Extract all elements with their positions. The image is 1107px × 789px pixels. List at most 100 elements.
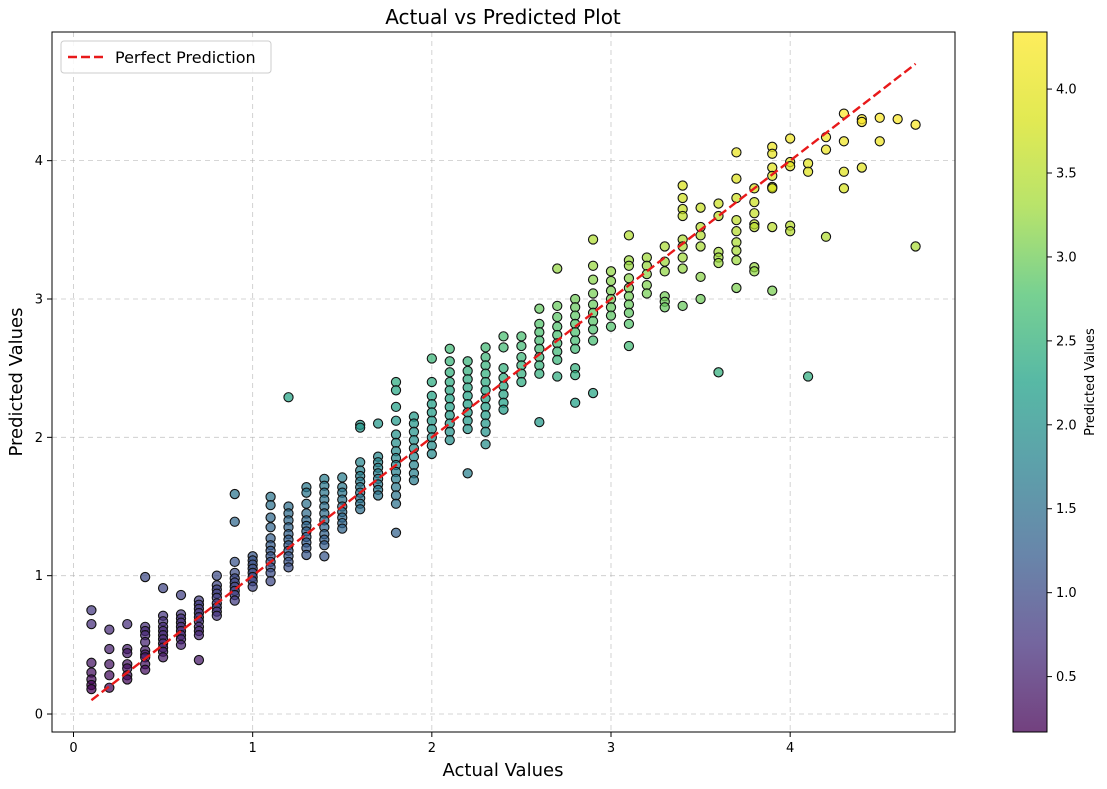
data-point [390, 498, 402, 509]
data-point [623, 260, 635, 271]
data-point [390, 415, 402, 426]
data-point [695, 202, 706, 213]
data-point [140, 664, 151, 675]
data-point [211, 570, 222, 581]
data-point [301, 549, 312, 561]
data-point [820, 231, 832, 242]
data-point [516, 340, 527, 352]
data-point [283, 562, 294, 573]
data-point [749, 208, 760, 219]
data-point [713, 367, 724, 378]
data-point [767, 183, 778, 194]
data-point [623, 318, 635, 330]
data-point [677, 210, 688, 222]
data-point [86, 683, 97, 695]
data-point [426, 376, 437, 388]
colorbar-tick-label: 2.5 [1056, 334, 1077, 349]
data-point [301, 487, 312, 498]
data-point [874, 136, 885, 147]
data-point [104, 624, 115, 635]
data-point [319, 540, 330, 551]
data-point [731, 214, 742, 226]
data-point [462, 356, 473, 367]
data-point [265, 512, 276, 523]
data-point [856, 162, 867, 173]
data-point [677, 252, 688, 263]
data-point [86, 605, 97, 616]
colorbar-ticks: 0.5 1.0 1.5 2.0 2.5 3.0 3.5 4.0 [1047, 83, 1077, 685]
data-point [695, 293, 706, 305]
data-point [175, 589, 187, 601]
data-point [480, 439, 491, 450]
data-point [390, 527, 402, 538]
legend-box [60, 40, 272, 74]
plot-frame [51, 31, 956, 733]
data-point [408, 475, 420, 486]
data-point [104, 659, 115, 670]
data-point [874, 112, 885, 123]
data-point [731, 226, 742, 237]
data-point [749, 221, 760, 233]
data-point [372, 490, 384, 501]
data-point [677, 192, 688, 204]
colorbar-label: Predicted Values [1083, 328, 1098, 436]
data-point [695, 241, 706, 252]
y-tick-label: 4 [35, 154, 43, 169]
data-point [462, 468, 473, 479]
data-point [211, 610, 222, 621]
data-point [659, 302, 670, 313]
data-point [552, 300, 563, 312]
data-point [355, 504, 366, 515]
data-point [122, 674, 133, 685]
data-point [695, 230, 706, 241]
colorbar-tick-label: 2.0 [1056, 418, 1077, 433]
data-point [229, 556, 240, 567]
data-point [552, 371, 563, 382]
data-point [677, 263, 688, 274]
data-point [319, 551, 330, 562]
data-point [372, 418, 384, 429]
data-point [623, 230, 635, 241]
data-point [534, 303, 545, 314]
data-point [587, 234, 599, 245]
data-point [605, 310, 617, 321]
data-point [587, 324, 599, 335]
data-point [534, 368, 545, 379]
data-point [265, 522, 276, 533]
y-tick-label: 3 [35, 292, 43, 307]
data-point [444, 343, 455, 354]
data-point [570, 343, 581, 354]
data-point [122, 618, 133, 630]
data-point [301, 498, 312, 509]
data-point [444, 367, 455, 378]
data-point [587, 260, 599, 271]
data-point [731, 245, 742, 256]
data-point [229, 516, 240, 527]
data-point [552, 263, 563, 274]
data-point [749, 266, 760, 277]
data-point [516, 376, 527, 388]
data-point [731, 173, 742, 184]
colorbar-tick-label: 1.0 [1056, 586, 1077, 601]
data-point [193, 630, 205, 641]
data-point [86, 618, 97, 630]
data-point [713, 198, 724, 209]
data-point [498, 404, 509, 415]
colorbar-tick-label: 3.0 [1056, 250, 1077, 265]
data-point [677, 300, 688, 312]
data-point [838, 183, 850, 194]
data-point [838, 136, 850, 147]
x-tick-label: 2 [428, 741, 436, 756]
data-point [892, 114, 903, 125]
colorbar-tick-label: 4.0 [1056, 83, 1077, 98]
data-point [426, 353, 437, 364]
data-point [516, 331, 527, 342]
x-tick-label: 0 [69, 741, 77, 756]
data-point [731, 255, 742, 266]
data-point [910, 119, 921, 130]
colorbar-tick-label: 0.5 [1056, 670, 1077, 685]
data-point [534, 416, 545, 428]
data-point [623, 307, 635, 318]
data-point [390, 385, 402, 396]
data-point [785, 226, 796, 237]
